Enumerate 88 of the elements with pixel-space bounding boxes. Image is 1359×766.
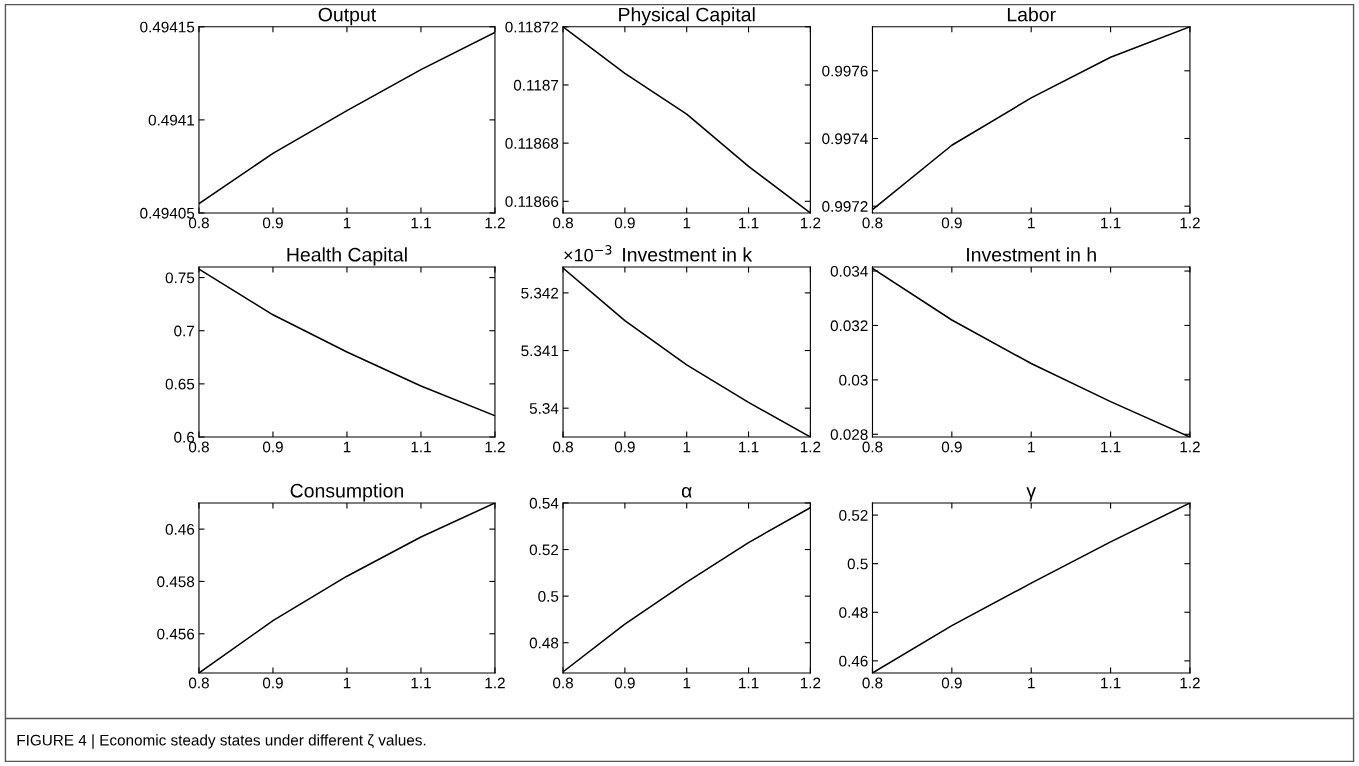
- x-tick-label: 1.2: [485, 217, 505, 229]
- chart-title: Labor: [1007, 7, 1056, 22]
- x-tick-label: 0.9: [262, 441, 283, 453]
- y-tick-label: 0.75: [165, 272, 195, 284]
- x-tick-label: 0.8: [188, 441, 209, 453]
- x-tick-label: 1.1: [739, 677, 759, 689]
- y-tick-label: 0.032: [830, 320, 868, 332]
- y-tick-label: 0.46: [839, 655, 868, 667]
- y-tick-label: 0.034: [830, 265, 868, 277]
- x-tick-label: 1.1: [411, 217, 431, 229]
- x-tick-label: 0.8: [862, 677, 883, 689]
- chart-title: Output: [318, 7, 376, 26]
- x-tick-label: 0.8: [553, 217, 573, 229]
- chart-title: α: [681, 486, 692, 498]
- x-tick-label: 0.8: [862, 217, 883, 229]
- x-tick-label: 1.2: [1180, 677, 1200, 689]
- y-tick-label: 0.11866: [505, 196, 559, 207]
- y-tick-label: 0.5: [847, 558, 868, 570]
- x-tick-label: 1.1: [739, 441, 759, 453]
- x-tick-label: 1: [683, 677, 691, 689]
- y-tick-label: 0.11868: [505, 138, 559, 149]
- y-tick-label: 0.9974: [822, 133, 868, 145]
- x-tick-label: 1: [343, 441, 351, 453]
- x-tick-label: 0.8: [553, 677, 573, 689]
- y-tick-label: 0.54: [529, 497, 559, 509]
- x-tick-label: 1.1: [1101, 677, 1121, 689]
- x-tick-label: 0.9: [614, 677, 635, 689]
- y-tick-label: 0.52: [839, 509, 868, 521]
- x-tick-label: 0.9: [262, 677, 283, 689]
- x-tick-label: 0.8: [188, 217, 209, 229]
- y-tick-label: 0.65: [165, 378, 195, 390]
- x-tick-label: 1.1: [739, 217, 759, 229]
- x-tick-label: 1.1: [1101, 441, 1121, 453]
- chart-title: Physical Capital: [619, 7, 755, 26]
- y-tick-label: 0.46: [165, 523, 195, 535]
- x-tick-label: 1: [343, 677, 351, 689]
- y-tick-label: 0.028: [830, 429, 868, 440]
- x-tick-label: 0.9: [262, 217, 283, 229]
- y-tick-label: 0.456: [157, 628, 195, 640]
- x-tick-label: 1: [683, 441, 691, 453]
- y-tick-label: 5.342: [521, 287, 559, 299]
- x-tick-label: 1: [1028, 441, 1035, 453]
- y-tick-label: 5.341: [521, 345, 559, 357]
- x-tick-label: 1: [1028, 677, 1035, 689]
- x-tick-label: 1.2: [800, 441, 821, 453]
- x-tick-label: 0.9: [614, 441, 635, 453]
- y-tick-label: 0.6: [174, 431, 195, 443]
- chart-title: Investment in h: [967, 247, 1096, 262]
- x-tick-label: 1.2: [485, 677, 505, 689]
- y-tick-label: 0.7: [174, 325, 195, 337]
- x-tick-label: 1.2: [1180, 217, 1200, 229]
- x-tick-label: 1.2: [1180, 441, 1200, 453]
- y-tick-label: 0.49405: [140, 207, 195, 219]
- x-tick-label: 0.8: [862, 441, 883, 453]
- y-tick-label: 0.458: [157, 576, 195, 588]
- x-tick-label: 1.1: [411, 677, 431, 689]
- y-tick-label: 0.52: [529, 544, 559, 556]
- y-tick-label: 0.9976: [822, 65, 868, 77]
- y-tick-label: 0.48: [839, 607, 868, 618]
- y-tick-label: 0.49415: [140, 21, 195, 33]
- chart-title: γ: [1026, 487, 1036, 502]
- x-tick-label: 1: [683, 217, 691, 229]
- x-tick-label: 1.2: [800, 217, 821, 229]
- x-tick-label: 0.9: [614, 217, 635, 229]
- x-tick-label: 0.8: [553, 441, 573, 453]
- x-tick-label: 1.2: [800, 677, 821, 689]
- x-tick-label: 1.1: [411, 441, 431, 453]
- y-tick-label: 0.4941: [148, 114, 195, 126]
- chart-title: Health Capital: [287, 247, 407, 266]
- y-tick-label: 0.5: [538, 591, 559, 602]
- x-tick-label: 0.9: [941, 677, 962, 689]
- x-tick-label: 1: [1028, 217, 1035, 229]
- chart-title: Investment in k: [623, 247, 753, 262]
- chart-title: Consumption: [290, 483, 403, 502]
- y-tick-label: 0.11872: [505, 21, 559, 33]
- x-tick-label: 1: [343, 217, 351, 229]
- x-tick-label: 1.2: [485, 441, 505, 453]
- y-tick-label: 0.9972: [822, 201, 868, 212]
- x-tick-label: 0.8: [188, 677, 209, 689]
- y-tick-label: 5.34: [529, 403, 559, 414]
- text: ×10$^{−3}$: [564, 245, 612, 262]
- y-tick-label: 0.03: [839, 374, 868, 386]
- y-tick-label: 0.1187: [513, 79, 559, 91]
- x-tick-label: 1.1: [1101, 217, 1121, 229]
- y-tick-label: 0.48: [529, 637, 559, 649]
- caption: FIGURE 4 | Economic steady states under different ζ values.: [17, 734, 426, 749]
- x-tick-label: 0.9: [941, 441, 962, 453]
- x-tick-label: 0.9: [941, 217, 962, 229]
